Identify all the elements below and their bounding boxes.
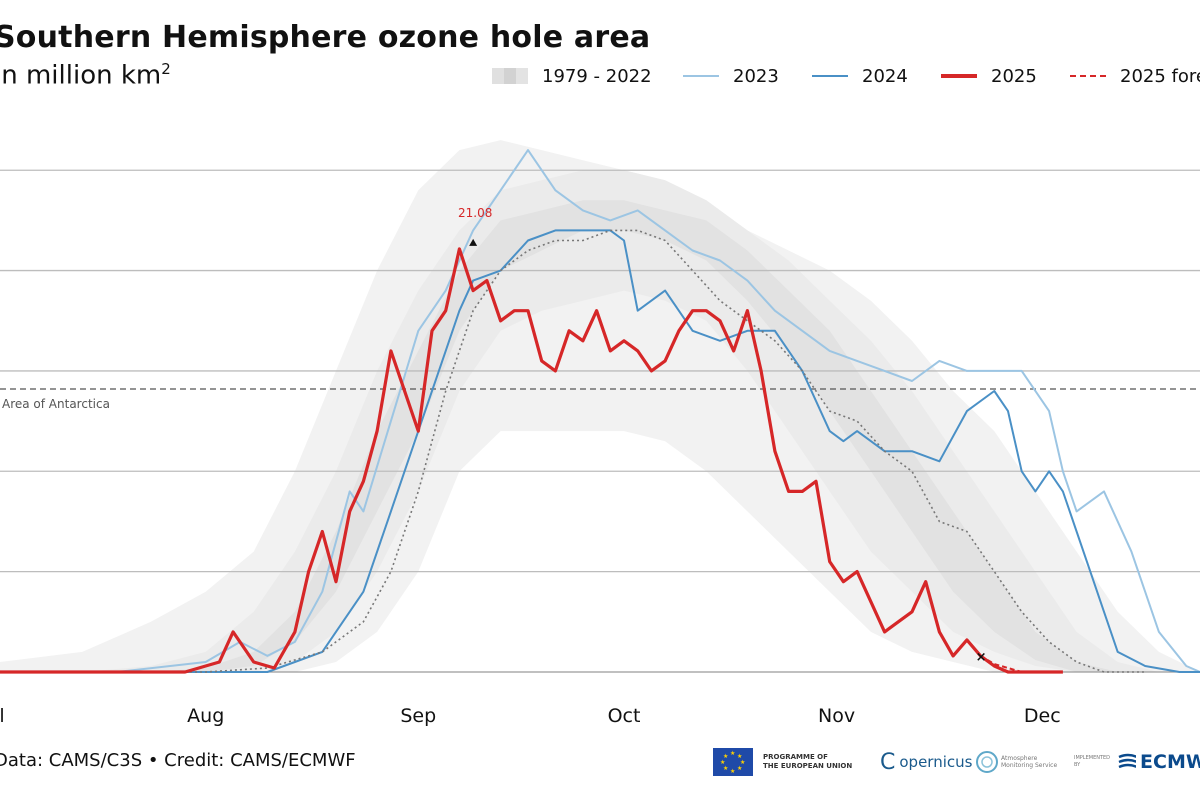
legend-item-2025: 2025 [941, 64, 1037, 88]
peak-arrow-icon [469, 238, 478, 246]
x-tick-label: Sep [400, 705, 436, 727]
x-axis-ticks: Jul Aug Sep Oct Nov Dec [0, 705, 1061, 727]
series-line-2024 [0, 229, 1200, 673]
legend-label-climatology: 1979 - 2022 [542, 65, 652, 87]
ecmwf-text: ECMWF [1140, 751, 1200, 773]
legend-swatch-band [492, 68, 528, 84]
band-p10-p90 [0, 170, 1200, 672]
peak-value-label: 21.08 [458, 206, 492, 220]
legend-item-climatology: 1979 - 2022 [492, 64, 652, 88]
series-lines: × [0, 149, 1200, 674]
eu-flag-icon: ★ ★ ★ ★ ★ ★ ★ ★ [713, 748, 753, 776]
atmosphere-icon [976, 751, 998, 773]
subtitle-text: in million km [0, 60, 162, 91]
legend-swatch-forecast [1070, 75, 1106, 77]
x-tick-label: Jul [0, 705, 5, 727]
antarctica-reference: Area of Antarctica [0, 388, 1200, 411]
atmosphere-text: Atmosphere Monitoring Service [1001, 755, 1057, 769]
ecmwf-icon [1118, 753, 1137, 769]
x-tick-label: Aug [187, 705, 224, 727]
x-tick-label: Oct [608, 705, 641, 727]
legend-swatch-2023 [683, 75, 719, 77]
implemented-by-text: IMPLEMENTED BY [1074, 755, 1111, 768]
legend-swatch-2024 [812, 75, 848, 77]
atmosphere-line-1: Atmosphere [1001, 755, 1038, 762]
eu-line-1: PROGRAMME OF [763, 753, 828, 761]
peak-annotation: 21.08 [458, 206, 492, 246]
series-line-2025 [0, 247, 1063, 674]
eu-programme-text: PROGRAMME OF THE EUROPEAN UNION [763, 753, 852, 771]
subtitle-superscript: 2 [161, 60, 171, 78]
chart-title: Southern Hemisphere ozone hole area [0, 20, 651, 55]
chart-subtitle: in million km2 [0, 60, 171, 91]
antarctica-label: Area of Antarctica [2, 397, 110, 411]
legend-label-2023: 2023 [733, 65, 779, 87]
atmosphere-logo: Atmosphere Monitoring Service [975, 742, 1057, 782]
copernicus-logo: C opernicus [880, 742, 972, 782]
series-line-1979-2022-mean [0, 229, 1146, 673]
forecast-start-marker: × [976, 650, 987, 665]
legend-item-2023: 2023 [683, 64, 779, 88]
credit-text: Data: CAMS/C3S • Credit: CAMS/ECMWF [0, 750, 356, 771]
x-tick-label: Dec [1024, 705, 1061, 727]
series-line-2023 [0, 149, 1200, 673]
copernicus-c-icon: C [880, 749, 896, 775]
legend-item-2024: 2024 [812, 64, 908, 88]
legend-label-2025: 2025 [991, 65, 1037, 87]
legend-label-2024: 2024 [862, 65, 908, 87]
eu-line-2: THE EUROPEAN UNION [763, 762, 853, 770]
copernicus-text: opernicus [899, 753, 973, 771]
legend-swatch-2025 [941, 74, 977, 78]
atmosphere-line-2: Monitoring Service [1001, 762, 1058, 769]
x-tick-label: Nov [818, 705, 855, 727]
legend-item-forecast: 2025 forecast [1070, 64, 1200, 88]
legend-label-forecast: 2025 forecast [1120, 65, 1200, 87]
ecmwf-logo: IMPLEMENTED BY ECMWF [1072, 742, 1200, 782]
eu-logo: ★ ★ ★ ★ ★ ★ ★ ★ PROGRAMME OF THE EUROPEAN UNI… [713, 742, 852, 782]
climatology-band [0, 140, 1200, 673]
